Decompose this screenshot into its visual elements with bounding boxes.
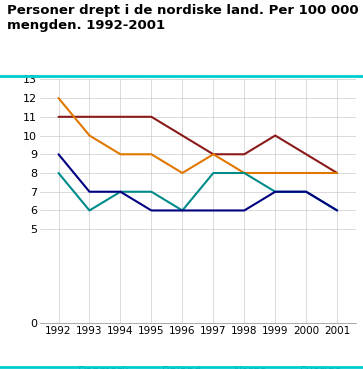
Legend: Danmark, Finland, Norge, Sverige: Danmark, Finland, Norge, Sverige (49, 361, 347, 369)
Text: Personer drept i de nordiske land. Per 100 000 av folke-
mengden. 1992-2001: Personer drept i de nordiske land. Per 1… (7, 4, 363, 32)
